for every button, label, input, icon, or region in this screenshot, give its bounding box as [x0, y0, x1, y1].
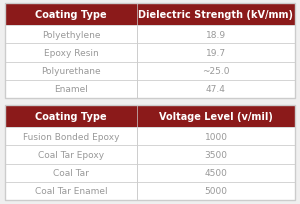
- Bar: [5, 26, 137, 44]
- Text: Coal Tar Enamel: Coal Tar Enamel: [35, 186, 107, 195]
- Text: 3500: 3500: [205, 150, 227, 159]
- Text: Coating Type: Coating Type: [35, 10, 107, 20]
- Text: Fusion Bonded Epoxy: Fusion Bonded Epoxy: [23, 132, 119, 141]
- Text: Polyurethane: Polyurethane: [41, 67, 101, 76]
- Text: Polyethylene: Polyethylene: [42, 30, 100, 39]
- Text: Epoxy Resin: Epoxy Resin: [44, 49, 98, 58]
- Bar: [5, 145, 137, 164]
- Bar: [137, 4, 295, 26]
- Text: 4500: 4500: [205, 168, 227, 177]
- Text: ~25.0: ~25.0: [202, 67, 230, 76]
- Bar: [5, 44, 137, 62]
- Bar: [137, 26, 295, 44]
- Bar: [5, 127, 137, 145]
- Bar: [5, 164, 137, 182]
- Bar: [137, 145, 295, 164]
- Text: Dielectric Strength (kV/mm): Dielectric Strength (kV/mm): [139, 10, 293, 20]
- Bar: [5, 105, 295, 200]
- Bar: [137, 62, 295, 80]
- Bar: [5, 105, 137, 127]
- Bar: [5, 62, 137, 80]
- Text: 1000: 1000: [205, 132, 227, 141]
- Text: Voltage Level (v/mil): Voltage Level (v/mil): [159, 111, 273, 121]
- Bar: [137, 105, 295, 127]
- Bar: [137, 164, 295, 182]
- Text: Coating Type: Coating Type: [35, 111, 107, 121]
- Bar: [137, 182, 295, 200]
- Bar: [137, 127, 295, 145]
- Text: Coal Tar Epoxy: Coal Tar Epoxy: [38, 150, 104, 159]
- Bar: [5, 4, 295, 99]
- Text: 47.4: 47.4: [206, 85, 226, 94]
- Bar: [137, 44, 295, 62]
- Bar: [5, 4, 137, 26]
- Text: Enamel: Enamel: [54, 85, 88, 94]
- Bar: [5, 182, 137, 200]
- Text: Coal Tar: Coal Tar: [53, 168, 89, 177]
- Text: 19.7: 19.7: [206, 49, 226, 58]
- Bar: [137, 80, 295, 99]
- Bar: [5, 80, 137, 99]
- Text: 18.9: 18.9: [206, 30, 226, 39]
- Text: 5000: 5000: [205, 186, 227, 195]
